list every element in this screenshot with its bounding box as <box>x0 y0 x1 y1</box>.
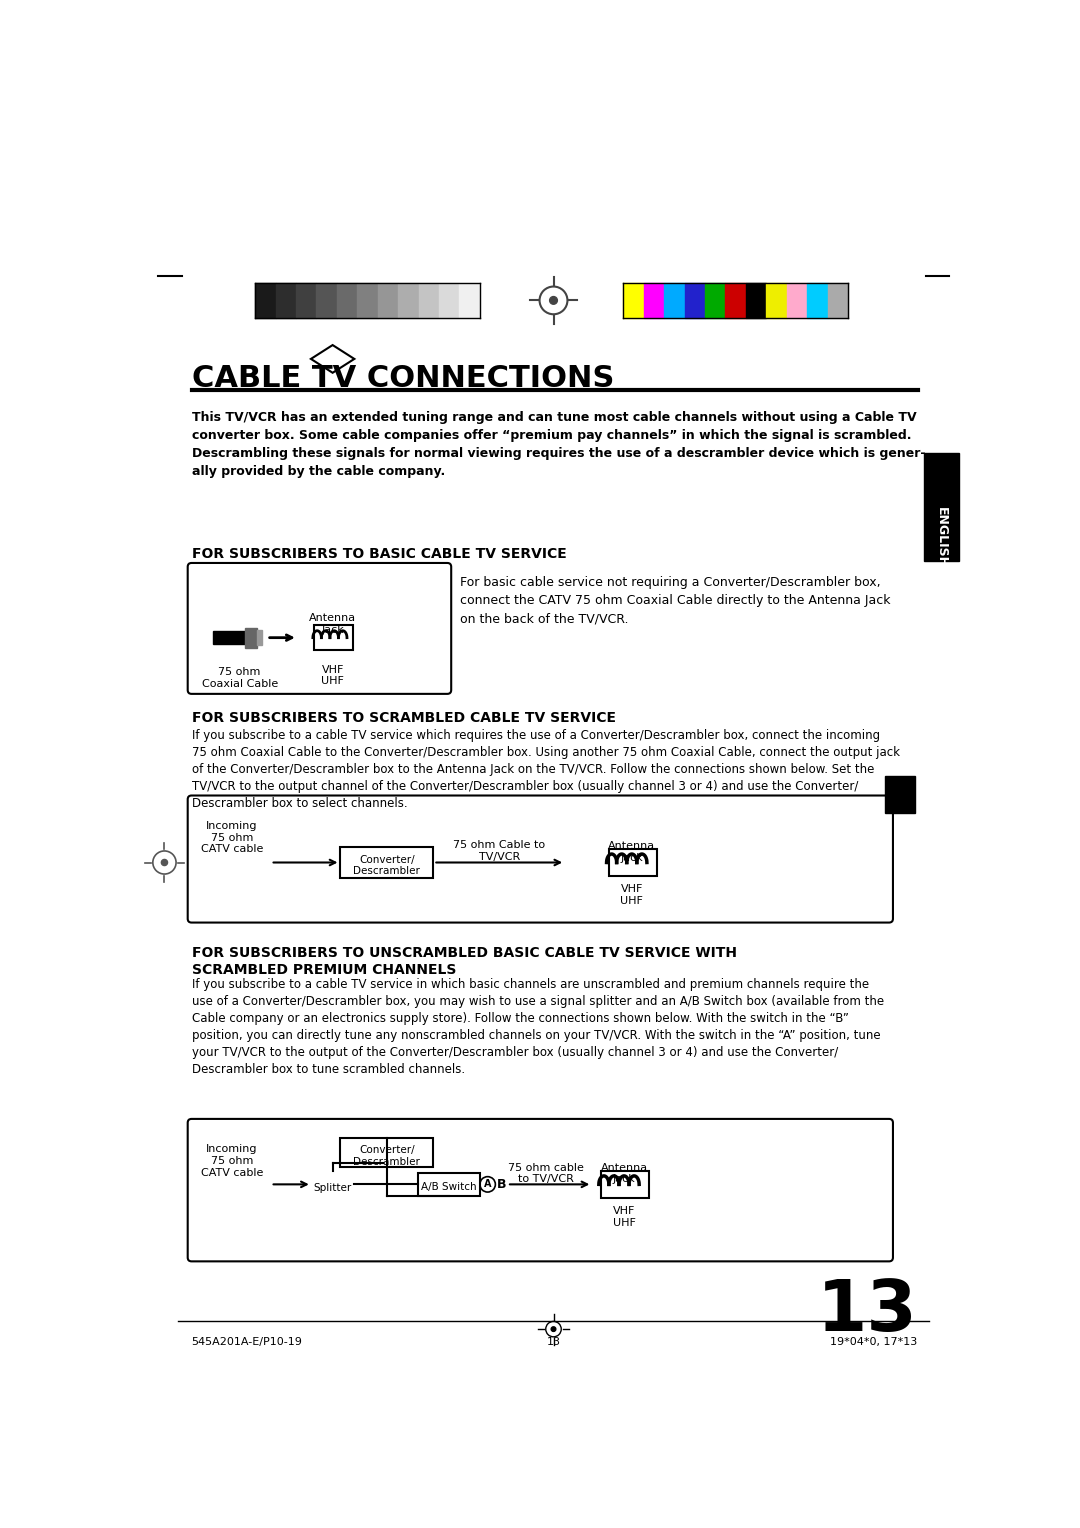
Bar <box>275 284 296 318</box>
Text: 13: 13 <box>546 1337 561 1346</box>
Bar <box>924 452 959 561</box>
Bar <box>357 284 378 318</box>
Text: For basic cable service not requiring a Converter/Descrambler box,
connect the C: For basic cable service not requiring a … <box>460 576 891 625</box>
Bar <box>705 284 726 318</box>
Circle shape <box>550 296 557 304</box>
Bar <box>786 284 807 318</box>
Bar <box>213 631 245 643</box>
Bar <box>438 284 459 318</box>
Text: 13: 13 <box>816 1277 918 1346</box>
Bar <box>807 284 827 318</box>
Text: If you subscribe to a cable TV service in which basic channels are unscrambled a: If you subscribe to a cable TV service i… <box>191 978 883 1076</box>
Bar <box>399 284 419 318</box>
Text: B: B <box>497 1178 507 1190</box>
Bar <box>296 284 316 318</box>
Bar <box>337 284 357 318</box>
Text: ENGLISH: ENGLISH <box>934 507 947 568</box>
Bar <box>726 284 746 318</box>
Text: Antenna
Jack: Antenna Jack <box>600 1163 648 1184</box>
Text: This TV/VCR has an extended tuning range and can tune most cable channels withou: This TV/VCR has an extended tuning range… <box>191 411 926 478</box>
Text: Splitter: Splitter <box>313 1183 352 1193</box>
Bar <box>886 776 915 813</box>
Text: 545A201A-E/P10-19: 545A201A-E/P10-19 <box>191 1337 302 1346</box>
Bar <box>827 284 848 318</box>
Circle shape <box>161 859 167 865</box>
Text: A/B Switch: A/B Switch <box>421 1183 476 1192</box>
Text: FOR SUBSCRIBERS TO BASIC CABLE TV SERVICE: FOR SUBSCRIBERS TO BASIC CABLE TV SERVIC… <box>191 547 566 561</box>
FancyBboxPatch shape <box>188 796 893 923</box>
Text: Antenna
Jack: Antenna Jack <box>608 840 656 862</box>
Text: If you subscribe to a cable TV service which requires the use of a Converter/Des: If you subscribe to a cable TV service w… <box>191 729 900 810</box>
Text: Converter/
Descrambler: Converter/ Descrambler <box>353 1144 420 1167</box>
Bar <box>685 284 705 318</box>
Bar <box>245 628 257 648</box>
Bar <box>664 284 685 318</box>
Text: 19*04*0, 17*13: 19*04*0, 17*13 <box>831 1337 918 1346</box>
Circle shape <box>551 1326 556 1331</box>
Bar <box>340 1138 433 1167</box>
Text: VHF
UHF: VHF UHF <box>321 665 345 686</box>
Bar <box>459 284 480 318</box>
Bar <box>316 284 337 318</box>
Bar <box>608 848 657 877</box>
FancyBboxPatch shape <box>188 562 451 694</box>
Text: 75 ohm cable
to TV/VCR: 75 ohm cable to TV/VCR <box>508 1163 583 1184</box>
Bar <box>257 630 262 645</box>
Bar <box>255 284 275 318</box>
Bar <box>600 1170 649 1198</box>
Text: Converter/
Descrambler: Converter/ Descrambler <box>353 854 420 877</box>
Text: 75 ohm
Coaxial Cable: 75 ohm Coaxial Cable <box>202 666 278 689</box>
FancyBboxPatch shape <box>188 1118 893 1261</box>
Bar <box>340 847 433 879</box>
Text: FOR SUBSCRIBERS TO UNSCRAMBLED BASIC CABLE TV SERVICE WITH
SCRAMBLED PREMIUM CHA: FOR SUBSCRIBERS TO UNSCRAMBLED BASIC CAB… <box>191 946 737 976</box>
Text: Antenna
Jack: Antenna Jack <box>309 613 356 634</box>
Text: Incoming
75 ohm
CATV cable: Incoming 75 ohm CATV cable <box>201 1144 264 1178</box>
Bar <box>623 284 644 318</box>
Text: FOR SUBSCRIBERS TO SCRAMBLED CABLE TV SERVICE: FOR SUBSCRIBERS TO SCRAMBLED CABLE TV SE… <box>191 711 616 724</box>
Bar <box>644 284 664 318</box>
Bar <box>378 284 399 318</box>
Bar <box>767 284 786 318</box>
Bar <box>314 625 353 649</box>
Bar <box>418 1174 480 1196</box>
Text: Incoming
75 ohm
CATV cable: Incoming 75 ohm CATV cable <box>201 821 264 854</box>
Bar <box>746 284 767 318</box>
Text: VHF
UHF: VHF UHF <box>620 885 644 906</box>
Text: CABLE TV CONNECTIONS: CABLE TV CONNECTIONS <box>191 364 613 393</box>
Text: A: A <box>484 1180 491 1189</box>
Text: 75 ohm Cable to
TV/VCR: 75 ohm Cable to TV/VCR <box>454 840 545 862</box>
Text: VHF
UHF: VHF UHF <box>612 1206 635 1227</box>
Bar <box>419 284 438 318</box>
